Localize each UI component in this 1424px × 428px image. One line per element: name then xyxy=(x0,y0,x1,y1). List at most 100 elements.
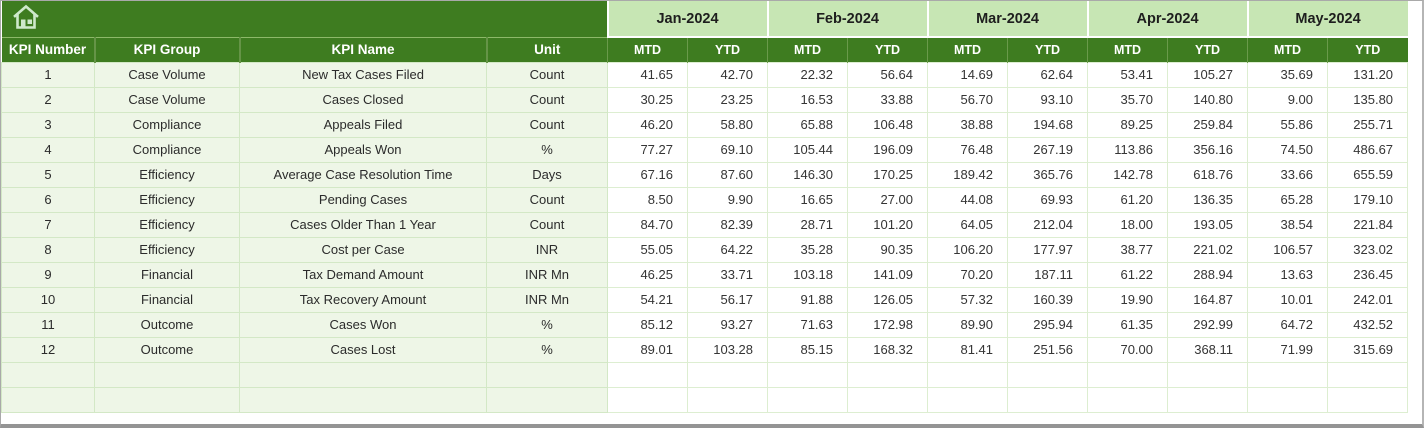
value-cell[interactable]: 135.80 xyxy=(1327,86,1409,113)
month-header-apr[interactable]: Apr-2024 xyxy=(1086,1,1248,38)
value-cell[interactable]: 58.80 xyxy=(686,111,769,138)
value-cell[interactable]: 164.87 xyxy=(1167,286,1249,313)
value-cell[interactable]: 64.05 xyxy=(927,211,1009,238)
kpi-group-cell[interactable]: Financial xyxy=(94,261,240,288)
value-cell[interactable]: 46.20 xyxy=(607,111,688,138)
value-cell[interactable]: 106.48 xyxy=(847,111,929,138)
value-cell[interactable] xyxy=(927,361,1009,388)
unit-cell[interactable]: Count xyxy=(486,211,608,238)
kpi-group-cell[interactable]: Efficiency xyxy=(94,211,240,238)
kpi-name-cell[interactable]: Appeals Won xyxy=(239,136,487,163)
value-cell[interactable]: 9.00 xyxy=(1247,86,1329,113)
value-cell[interactable]: 71.63 xyxy=(767,311,849,338)
value-cell[interactable]: 65.28 xyxy=(1247,186,1329,213)
kpi-number-cell[interactable]: 11 xyxy=(1,311,95,338)
kpi-group-cell[interactable]: Efficiency xyxy=(94,161,240,188)
value-cell[interactable]: 62.64 xyxy=(1007,61,1089,88)
value-cell[interactable]: 142.78 xyxy=(1087,161,1169,188)
value-cell[interactable] xyxy=(1327,386,1409,413)
value-cell[interactable]: 141.09 xyxy=(847,261,929,288)
value-cell[interactable]: 315.69 xyxy=(1327,336,1409,363)
unit-cell[interactable]: % xyxy=(486,336,608,363)
value-cell[interactable]: 16.65 xyxy=(767,186,849,213)
unit-cell[interactable]: Count xyxy=(486,61,608,88)
value-cell[interactable]: 103.18 xyxy=(767,261,849,288)
value-cell[interactable]: 35.70 xyxy=(1087,86,1169,113)
value-cell[interactable]: 64.22 xyxy=(686,236,769,263)
kpi-group-cell[interactable] xyxy=(94,361,240,388)
value-cell[interactable]: 85.12 xyxy=(607,311,688,338)
value-cell[interactable]: 196.09 xyxy=(847,136,929,163)
value-cell[interactable]: 189.42 xyxy=(927,161,1009,188)
kpi-group-cell[interactable]: Case Volume xyxy=(94,86,240,113)
value-cell[interactable]: 221.84 xyxy=(1327,211,1409,238)
kpi-name-cell[interactable]: Pending Cases xyxy=(239,186,487,213)
kpi-number-cell[interactable]: 6 xyxy=(1,186,95,213)
value-cell[interactable]: 295.94 xyxy=(1007,311,1089,338)
value-cell[interactable]: 91.88 xyxy=(767,286,849,313)
kpi-group-cell[interactable]: Financial xyxy=(94,286,240,313)
value-cell[interactable]: 44.08 xyxy=(927,186,1009,213)
value-cell[interactable]: 655.59 xyxy=(1327,161,1409,188)
value-cell[interactable]: 54.21 xyxy=(607,286,688,313)
value-cell[interactable]: 35.28 xyxy=(767,236,849,263)
value-cell[interactable]: 105.44 xyxy=(767,136,849,163)
value-cell[interactable]: 101.20 xyxy=(847,211,929,238)
value-cell[interactable]: 288.94 xyxy=(1167,261,1249,288)
value-cell[interactable]: 172.98 xyxy=(847,311,929,338)
value-cell[interactable]: 65.88 xyxy=(767,111,849,138)
value-cell[interactable]: 87.60 xyxy=(686,161,769,188)
unit-cell[interactable]: INR Mn xyxy=(486,286,608,313)
value-cell[interactable]: 365.76 xyxy=(1007,161,1089,188)
value-cell[interactable]: 177.97 xyxy=(1007,236,1089,263)
kpi-name-cell[interactable]: Cases Closed xyxy=(239,86,487,113)
kpi-group-cell[interactable]: Outcome xyxy=(94,311,240,338)
kpi-number-cell[interactable]: 3 xyxy=(1,111,95,138)
value-cell[interactable]: 56.70 xyxy=(927,86,1009,113)
value-cell[interactable]: 10.01 xyxy=(1247,286,1329,313)
value-cell[interactable]: 259.84 xyxy=(1167,111,1249,138)
value-cell[interactable] xyxy=(767,361,849,388)
value-cell[interactable]: 33.66 xyxy=(1247,161,1329,188)
value-cell[interactable]: 69.10 xyxy=(686,136,769,163)
kpi-name-cell[interactable]: Tax Recovery Amount xyxy=(239,286,487,313)
value-cell[interactable]: 432.52 xyxy=(1327,311,1409,338)
value-cell[interactable] xyxy=(1087,386,1169,413)
value-cell[interactable] xyxy=(1007,386,1089,413)
value-cell[interactable]: 89.90 xyxy=(927,311,1009,338)
value-cell[interactable] xyxy=(767,386,849,413)
value-cell[interactable]: 93.10 xyxy=(1007,86,1089,113)
unit-cell[interactable]: Days xyxy=(486,161,608,188)
value-cell[interactable]: 160.39 xyxy=(1007,286,1089,313)
kpi-number-cell[interactable]: 12 xyxy=(1,336,95,363)
value-cell[interactable]: 168.32 xyxy=(847,336,929,363)
unit-cell[interactable]: Count xyxy=(486,111,608,138)
unit-cell[interactable]: % xyxy=(486,311,608,338)
value-cell[interactable]: 56.17 xyxy=(686,286,769,313)
value-cell[interactable]: 90.35 xyxy=(847,236,929,263)
value-cell[interactable]: 18.00 xyxy=(1087,211,1169,238)
kpi-name-cell[interactable]: Tax Demand Amount xyxy=(239,261,487,288)
value-cell[interactable]: 61.20 xyxy=(1087,186,1169,213)
value-cell[interactable]: 46.25 xyxy=(607,261,688,288)
unit-cell[interactable]: INR xyxy=(486,236,608,263)
value-cell[interactable]: 140.80 xyxy=(1167,86,1249,113)
value-cell[interactable]: 22.32 xyxy=(767,61,849,88)
kpi-name-cell[interactable] xyxy=(239,386,487,413)
value-cell[interactable]: 35.69 xyxy=(1247,61,1329,88)
value-cell[interactable]: 84.70 xyxy=(607,211,688,238)
value-cell[interactable]: 292.99 xyxy=(1167,311,1249,338)
value-cell[interactable]: 61.35 xyxy=(1087,311,1169,338)
value-cell[interactable]: 8.50 xyxy=(607,186,688,213)
value-cell[interactable]: 33.71 xyxy=(686,261,769,288)
value-cell[interactable] xyxy=(686,361,769,388)
value-cell[interactable]: 42.70 xyxy=(686,61,769,88)
value-cell[interactable]: 618.76 xyxy=(1167,161,1249,188)
value-cell[interactable]: 356.16 xyxy=(1167,136,1249,163)
month-header-feb[interactable]: Feb-2024 xyxy=(766,1,928,38)
value-cell[interactable]: 74.50 xyxy=(1247,136,1329,163)
kpi-number-cell[interactable]: 2 xyxy=(1,86,95,113)
value-cell[interactable]: 212.04 xyxy=(1007,211,1089,238)
month-header-jan[interactable]: Jan-2024 xyxy=(606,1,768,38)
value-cell[interactable] xyxy=(847,386,929,413)
